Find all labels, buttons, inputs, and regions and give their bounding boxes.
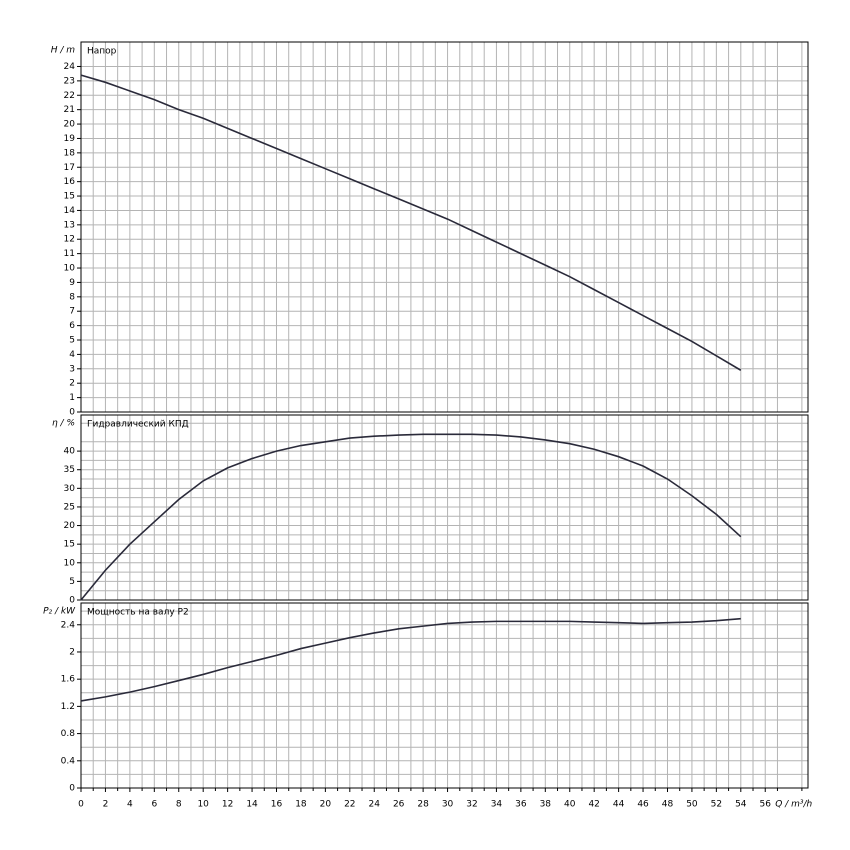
y-tick-label: 20 bbox=[64, 120, 76, 130]
y-tick-label: 22 bbox=[64, 91, 75, 101]
y-tick-label: 11 bbox=[64, 249, 75, 259]
axis-label: P₂ / kW bbox=[43, 607, 76, 617]
x-tick-label: 56 bbox=[760, 800, 772, 810]
x-tick-label: 38 bbox=[540, 800, 552, 810]
y-tick-label: 6 bbox=[69, 321, 75, 331]
curve bbox=[80, 74, 742, 371]
plot-frame bbox=[80, 602, 809, 789]
curve bbox=[80, 617, 741, 702]
axis-label: H / m bbox=[51, 46, 76, 56]
y-tick-label: 5 bbox=[69, 336, 75, 346]
y-tick-label: 12 bbox=[64, 235, 75, 245]
x-tick-label: 54 bbox=[735, 800, 747, 810]
y-tick-label: 1 bbox=[69, 393, 75, 403]
y-tick-label: 25 bbox=[64, 502, 75, 512]
y-tick-label: 1.2 bbox=[61, 702, 75, 712]
y-tick-label: 5 bbox=[69, 577, 75, 587]
y-tick-label: 0 bbox=[69, 784, 75, 794]
x-tick-label: 28 bbox=[417, 800, 429, 810]
x-tick-label: 36 bbox=[515, 800, 527, 810]
y-tick-label: 2 bbox=[69, 647, 75, 657]
x-tick-label: 8 bbox=[176, 800, 182, 810]
x-tick-label: 44 bbox=[613, 800, 625, 810]
y-tick-label: 2.4 bbox=[61, 620, 76, 630]
x-tick-label: 30 bbox=[442, 800, 454, 810]
x-tick-label: 50 bbox=[686, 800, 698, 810]
y-tick-label: 8 bbox=[69, 292, 75, 302]
x-tick-label: 20 bbox=[320, 800, 332, 810]
y-tick-label: 2 bbox=[69, 379, 75, 389]
x-tick-label: 12 bbox=[222, 800, 233, 810]
x-tick-label: 46 bbox=[637, 800, 649, 810]
x-tick-label: 52 bbox=[711, 800, 722, 810]
x-tick-label: 42 bbox=[588, 800, 599, 810]
y-tick-label: 0 bbox=[69, 408, 75, 418]
y-tick-label: 0.8 bbox=[61, 729, 76, 739]
y-tick-label: 9 bbox=[69, 278, 75, 288]
x-tick-label: 48 bbox=[662, 800, 674, 810]
x-axis-label: Q / m³/h bbox=[775, 800, 812, 810]
x-tick-label: 14 bbox=[246, 800, 258, 810]
x-tick-label: 10 bbox=[197, 800, 209, 810]
y-tick-label: 0 bbox=[69, 596, 75, 606]
y-tick-label: 30 bbox=[64, 484, 76, 494]
x-tick-label: 16 bbox=[271, 800, 283, 810]
y-tick-label: 10 bbox=[64, 558, 76, 568]
y-tick-label: 15 bbox=[64, 192, 75, 202]
y-tick-label: 13 bbox=[64, 220, 75, 230]
y-tick-label: 14 bbox=[64, 206, 76, 216]
x-tick-label: 40 bbox=[564, 800, 576, 810]
y-tick-label: 16 bbox=[64, 177, 76, 187]
y-tick-label: 0.4 bbox=[61, 756, 76, 766]
panel-title: Напор bbox=[87, 47, 117, 57]
x-tick-label: 32 bbox=[466, 800, 477, 810]
x-tick-label: 4 bbox=[127, 800, 133, 810]
y-tick-label: 19 bbox=[64, 134, 76, 144]
y-tick-label: 4 bbox=[69, 350, 75, 360]
y-tick-label: 24 bbox=[64, 62, 76, 72]
x-tick-label: 6 bbox=[151, 800, 157, 810]
x-tick-label: 26 bbox=[393, 800, 405, 810]
y-tick-label: 3 bbox=[69, 364, 75, 374]
y-tick-label: 20 bbox=[64, 521, 76, 531]
y-tick-label: 15 bbox=[64, 540, 75, 550]
y-tick-label: 18 bbox=[64, 148, 76, 158]
plot-frame bbox=[80, 41, 809, 413]
axis-label: η / % bbox=[52, 419, 75, 429]
x-tick-label: 34 bbox=[491, 800, 503, 810]
y-tick-label: 35 bbox=[64, 465, 75, 475]
y-tick-label: 17 bbox=[64, 163, 75, 173]
y-tick-label: 10 bbox=[64, 264, 76, 274]
y-tick-label: 1.6 bbox=[61, 675, 76, 685]
x-tick-label: 24 bbox=[369, 800, 381, 810]
x-tick-label: 22 bbox=[344, 800, 355, 810]
y-tick-label: 23 bbox=[64, 76, 75, 86]
x-tick-label: 18 bbox=[295, 800, 307, 810]
y-tick-label: 21 bbox=[64, 105, 75, 115]
panel-title: Гидравлический КПД bbox=[87, 420, 189, 430]
x-tick-label: 2 bbox=[103, 800, 109, 810]
curve bbox=[80, 433, 742, 601]
x-tick-label: 0 bbox=[78, 800, 84, 810]
y-tick-label: 40 bbox=[64, 447, 76, 457]
plot-frame bbox=[80, 414, 809, 601]
y-tick-label: 7 bbox=[69, 307, 75, 317]
panel-title: Мощность на валу P2 bbox=[87, 608, 189, 618]
